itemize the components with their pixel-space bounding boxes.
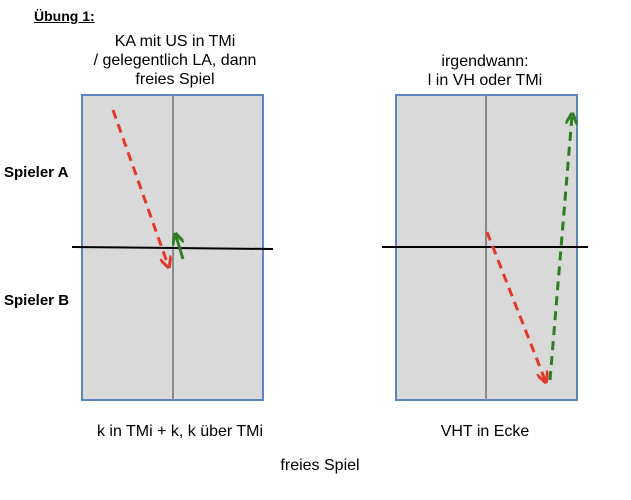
footer-text: freies Spiel [280, 457, 360, 474]
right-caption-line-1: irgendwann: [441, 53, 529, 70]
player-a-label: Spieler A [4, 164, 69, 181]
left-court [71, 94, 274, 401]
left-court-bottom-text: k in TMi + k, k über TMi [96, 423, 264, 440]
left-court-caption: KA mit US in TMi / gelegentlich LA, dann… [80, 32, 270, 89]
left-caption-line-3: freies Spiel [135, 71, 215, 88]
left-red-arrow [111, 109, 168, 265]
right-court-bottom-text: VHT in Ecke [440, 423, 530, 440]
right-red-arrow [485, 231, 545, 380]
left-green-arrow [176, 236, 185, 260]
player-b-label: Spieler B [4, 292, 70, 309]
right-court [382, 94, 588, 401]
right-court-caption: irgendwann: l in VH oder TMi [390, 52, 580, 90]
right-caption-line-2: l in VH oder TMi [427, 72, 543, 89]
left-caption-line-2: / gelegentlich LA, dann [93, 52, 257, 69]
left-caption-line-1: KA mit US in TMi [114, 33, 236, 50]
left-court-net [71, 246, 274, 250]
exercise-title: Übung 1: [34, 8, 95, 24]
